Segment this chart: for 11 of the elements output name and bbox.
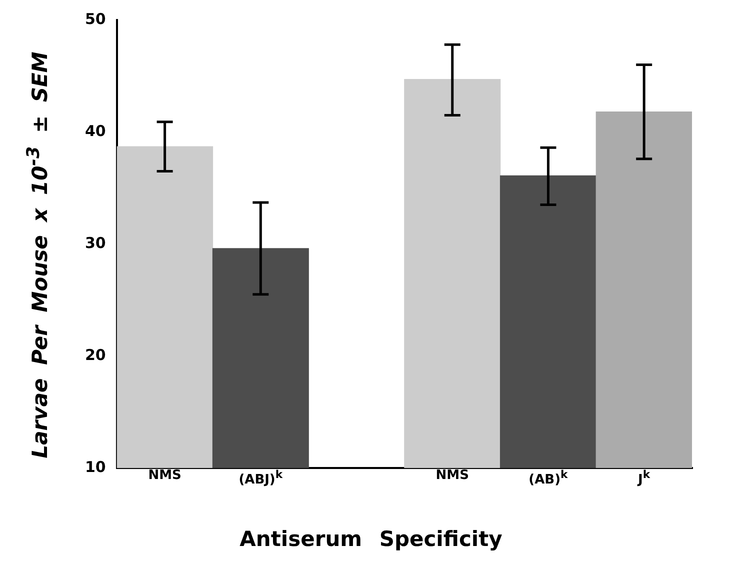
y-tick-label: 50 — [85, 10, 106, 28]
x-tick-label: NMS — [148, 468, 182, 483]
y-tick-label: 10 — [85, 458, 106, 476]
x-tick-label: (ABJ)$^{k}$ — [238, 468, 283, 488]
x-tick-label: J$^{k}$ — [638, 468, 650, 488]
y-tick-label: 30 — [85, 234, 106, 252]
x-axis-title: Antiserum Specificity — [238, 527, 504, 551]
y-tick-label: 20 — [85, 346, 106, 364]
x-tick-label: NMS — [436, 468, 469, 483]
y-tick-label: 40 — [85, 122, 106, 140]
x-tick-label: (AB)$^{k}$ — [528, 468, 568, 488]
